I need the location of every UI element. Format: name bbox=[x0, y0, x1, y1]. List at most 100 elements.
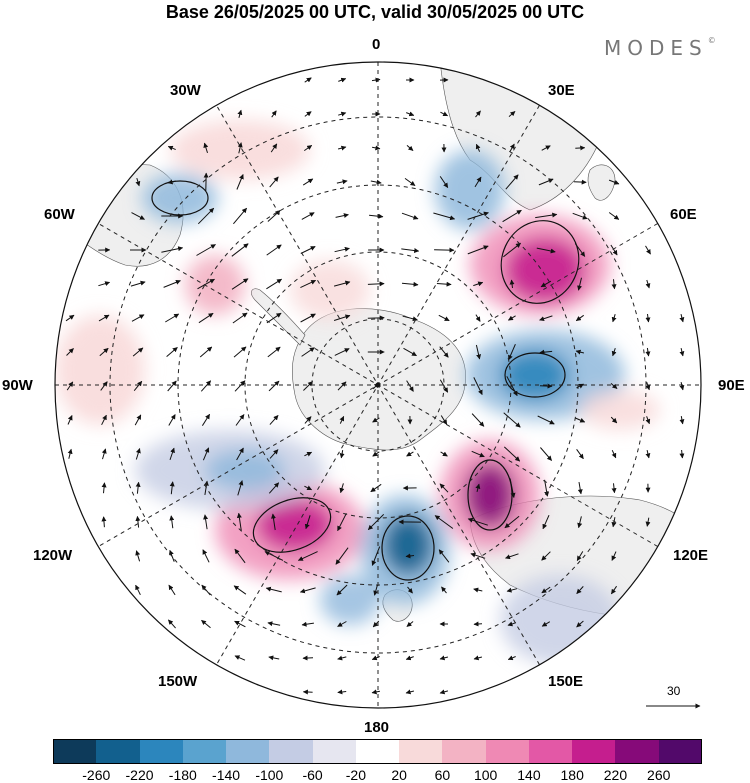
wind-arrow bbox=[406, 145, 414, 151]
colorbar-tick-label: 180 bbox=[560, 767, 584, 783]
wind-arrow bbox=[645, 449, 651, 459]
wind-arrow bbox=[268, 380, 280, 392]
brand-mark: © bbox=[707, 36, 716, 45]
wind-arrow bbox=[507, 621, 517, 627]
wind-arrow bbox=[269, 415, 279, 425]
wind-arrow bbox=[438, 549, 450, 563]
wind-arrow bbox=[406, 111, 415, 117]
wind-arrow bbox=[473, 377, 483, 396]
wind-arrow bbox=[404, 177, 416, 187]
wind-arrow bbox=[371, 77, 381, 83]
wind-arrow bbox=[304, 485, 313, 491]
wind-arrow bbox=[202, 549, 210, 563]
wind-arrow bbox=[339, 450, 345, 459]
colorbar-swatch bbox=[269, 739, 314, 764]
wind-arrow bbox=[679, 449, 685, 459]
wind-arrow bbox=[610, 585, 618, 595]
wind-arrow bbox=[370, 483, 382, 493]
wind-arrow bbox=[611, 449, 617, 459]
wind-arrow bbox=[401, 281, 419, 287]
wind-arrow bbox=[372, 451, 380, 457]
wind-arrow bbox=[167, 145, 176, 151]
wind-arrow bbox=[101, 414, 107, 426]
south-pole-marker bbox=[375, 382, 381, 388]
colorbar-swatch bbox=[399, 739, 443, 764]
wind-arrow bbox=[541, 621, 551, 627]
wind-arrow bbox=[66, 348, 74, 356]
wind-arrow bbox=[645, 279, 651, 289]
wind-arrow bbox=[135, 550, 141, 562]
wind-arrow bbox=[169, 447, 175, 461]
longitude-label-30e: 30E bbox=[548, 82, 575, 99]
colorbar-tick-label: -100 bbox=[255, 767, 284, 783]
colorbar-swatch bbox=[53, 739, 97, 764]
wind-arrow bbox=[131, 212, 145, 220]
wind-arrow bbox=[439, 655, 449, 661]
wind-arrow bbox=[202, 447, 210, 461]
wind-arrow bbox=[473, 587, 483, 593]
wind-arrow bbox=[572, 212, 588, 220]
colorbar-swatch bbox=[572, 739, 616, 764]
antarctica-land bbox=[291, 308, 466, 451]
contour-line bbox=[504, 352, 566, 398]
wind-arrow bbox=[169, 481, 175, 495]
wind-arrow bbox=[300, 246, 316, 254]
colorbar-tick-label: 220 bbox=[603, 767, 628, 783]
wind-arrow bbox=[333, 314, 351, 321]
wind-arrow bbox=[236, 174, 244, 190]
map-boundary bbox=[54, 61, 702, 709]
wind-arrow bbox=[576, 551, 584, 562]
wind-arrow bbox=[577, 516, 583, 529]
wind-arrow bbox=[67, 448, 73, 459]
wind-arrow bbox=[233, 207, 247, 225]
wind-arrow bbox=[98, 314, 110, 322]
wind-arrow bbox=[66, 381, 74, 391]
wind-arrow bbox=[611, 483, 617, 494]
anomaly-patch bbox=[320, 575, 380, 625]
wind-arrow bbox=[203, 514, 209, 530]
wind-arrow bbox=[541, 145, 551, 151]
wind-arrow bbox=[475, 483, 481, 493]
wind-arrow bbox=[610, 244, 618, 256]
wind-arrow bbox=[168, 414, 176, 426]
anomaly-patch bbox=[465, 463, 515, 527]
wind-arrow bbox=[608, 212, 620, 220]
wind-arrow bbox=[268, 482, 280, 494]
wind-arrow bbox=[237, 142, 243, 154]
wind-arrow bbox=[267, 621, 281, 627]
wind-arrow bbox=[474, 176, 482, 188]
wind-arrow bbox=[201, 619, 211, 629]
wind-arrow bbox=[467, 245, 489, 255]
wind-arrow bbox=[337, 621, 347, 627]
wind-arrow bbox=[98, 281, 111, 287]
wind-arrow bbox=[645, 245, 651, 255]
wind-arrow bbox=[367, 315, 385, 321]
wind-arrow bbox=[101, 516, 107, 528]
wind-arrow bbox=[130, 280, 146, 287]
latitude-circle bbox=[311, 318, 445, 452]
colorbar-tick-label: 260 bbox=[647, 767, 671, 783]
wind-arrow bbox=[473, 621, 483, 627]
wind-arrow bbox=[438, 314, 450, 322]
wind-arrow bbox=[338, 111, 347, 117]
longitude-label-120e: 120E bbox=[673, 547, 709, 564]
contour-line bbox=[252, 497, 332, 553]
anomaly-patch bbox=[290, 260, 370, 320]
wind-arrow bbox=[539, 349, 553, 355]
longitude-label-0: 0 bbox=[372, 36, 381, 53]
colorbar-tick-label: -260 bbox=[82, 767, 111, 783]
wind-arrow bbox=[502, 209, 522, 223]
wind-arrow bbox=[433, 212, 456, 221]
wind-arrow bbox=[503, 412, 521, 428]
wind-arrow bbox=[406, 621, 414, 627]
wind-arrow bbox=[234, 380, 246, 392]
wind-arrow bbox=[610, 416, 618, 424]
wind-arrow bbox=[304, 77, 312, 83]
wind-arrow bbox=[372, 417, 380, 423]
wind-arrow bbox=[372, 145, 381, 151]
wind-arrow bbox=[471, 413, 485, 427]
wind-arrow bbox=[132, 347, 144, 357]
wind-arrow bbox=[573, 179, 587, 185]
wind-arrow bbox=[301, 212, 315, 220]
